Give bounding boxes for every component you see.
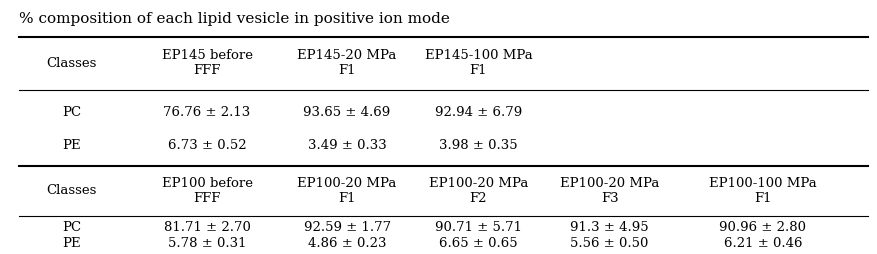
- Text: 91.3 ± 4.95: 91.3 ± 4.95: [570, 220, 648, 233]
- Text: 90.71 ± 5.71: 90.71 ± 5.71: [434, 220, 521, 233]
- Text: Classes: Classes: [46, 56, 96, 69]
- Text: 4.86 ± 0.23: 4.86 ± 0.23: [308, 236, 386, 249]
- Text: 6.73 ± 0.52: 6.73 ± 0.52: [168, 138, 246, 151]
- Text: 6.21 ± 0.46: 6.21 ± 0.46: [723, 236, 802, 249]
- Text: PC: PC: [61, 220, 81, 233]
- Text: PC: PC: [61, 105, 81, 118]
- Text: 3.98 ± 0.35: 3.98 ± 0.35: [438, 138, 517, 151]
- Text: PE: PE: [62, 138, 81, 151]
- Text: EP145 before
FFF: EP145 before FFF: [161, 49, 253, 77]
- Text: EP100-20 MPa
F3: EP100-20 MPa F3: [560, 176, 659, 204]
- Text: 5.56 ± 0.50: 5.56 ± 0.50: [570, 236, 648, 249]
- Text: EP100-20 MPa
F1: EP100-20 MPa F1: [297, 176, 396, 204]
- Text: 92.59 ± 1.77: 92.59 ± 1.77: [303, 220, 390, 233]
- Text: 6.65 ± 0.65: 6.65 ± 0.65: [438, 236, 517, 249]
- Text: PE: PE: [62, 236, 81, 249]
- Text: 76.76 ± 2.13: 76.76 ± 2.13: [163, 105, 251, 118]
- Text: 3.49 ± 0.33: 3.49 ± 0.33: [307, 138, 386, 151]
- Text: EP100 before
FFF: EP100 before FFF: [161, 176, 253, 204]
- Text: EP100-100 MPa
F1: EP100-100 MPa F1: [708, 176, 816, 204]
- Text: 92.94 ± 6.79: 92.94 ± 6.79: [434, 105, 522, 118]
- Text: % composition of each lipid vesicle in positive ion mode: % composition of each lipid vesicle in p…: [19, 12, 449, 26]
- Text: Classes: Classes: [46, 183, 96, 196]
- Text: 93.65 ± 4.69: 93.65 ± 4.69: [303, 105, 390, 118]
- Text: EP145-20 MPa
F1: EP145-20 MPa F1: [297, 49, 396, 77]
- Text: EP100-20 MPa
F2: EP100-20 MPa F2: [428, 176, 527, 204]
- Text: 81.71 ± 2.70: 81.71 ± 2.70: [163, 220, 250, 233]
- Text: EP145-100 MPa
F1: EP145-100 MPa F1: [424, 49, 531, 77]
- Text: 5.78 ± 0.31: 5.78 ± 0.31: [168, 236, 246, 249]
- Text: 90.96 ± 2.80: 90.96 ± 2.80: [718, 220, 805, 233]
